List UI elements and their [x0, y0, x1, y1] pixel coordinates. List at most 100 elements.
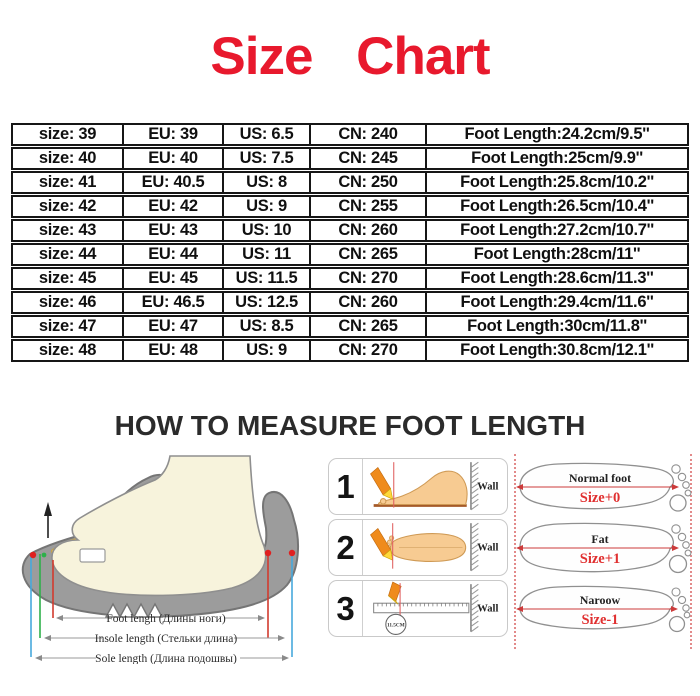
foot-type-label: Normal foot: [569, 471, 631, 485]
table-cell: CN: 250: [311, 173, 427, 192]
toe: [677, 595, 687, 605]
toe: [671, 464, 681, 474]
table-cell: size: 48: [13, 341, 124, 360]
pencil-tip: [382, 488, 394, 500]
table-cell: CN: 245: [311, 149, 427, 168]
table-cell: size: 40: [13, 149, 124, 168]
foot-type-size: Size-1: [581, 612, 618, 628]
sole-tread: [104, 602, 164, 619]
measure-heading: HOW TO MEASURE FOOT LENGTH: [114, 410, 586, 441]
toe: [677, 532, 687, 542]
arrow-right: [672, 545, 679, 551]
foot-type-illustration: Normal foot Size+0: [516, 462, 692, 512]
dotted-guide-left: [514, 454, 516, 649]
table-row: size: 46 EU: 46.5 US: 12.5 CN: 260 Foot Leng…: [11, 291, 689, 314]
foot-type-illustration: Fat Size+1: [516, 522, 692, 574]
wall-label: Wall: [477, 604, 498, 615]
toe: [682, 481, 690, 489]
arrow-left: [516, 484, 523, 490]
table-cell: EU: 43: [124, 221, 224, 240]
foot-type-label: Fat: [591, 532, 608, 546]
arrow-right: [671, 606, 678, 612]
shoe-diagram-svg: Foot lengh (Длины ноги) Insole length (С…: [21, 455, 299, 665]
table-cell: EU: 48: [124, 341, 224, 360]
foot-type-illustration: Naroow Size-1: [516, 585, 691, 633]
arrow-right: [672, 484, 679, 490]
table-cell: US: 10: [224, 221, 311, 240]
table-cell: CN: 240: [311, 125, 427, 144]
table-cell: Foot Length:29.4cm/11.6'': [460, 293, 654, 311]
wall-hatch: [470, 522, 479, 572]
table-cell: CN: 265: [311, 317, 427, 336]
arrow-left: [516, 545, 523, 551]
shoe-diagram: Foot lengh (Длины ноги) Insole length (С…: [0, 450, 328, 669]
foot-type-size: Size+1: [580, 551, 620, 567]
foot-types: Normal foot Size+0 Fat Size+1: [508, 450, 700, 669]
pencil-tip: [382, 549, 394, 561]
wall-hatch: [470, 583, 479, 633]
table-row: size: 41 EU: 40.5 US: 8 CN: 250 Foot Length:…: [11, 171, 689, 194]
size-table: size: 39 EU: 39 US: 6.5 CN: 240 Foot Length:…: [11, 123, 689, 362]
wall-label: Wall: [477, 482, 498, 493]
table-cell: Foot Length:30cm/11.8'': [467, 317, 647, 335]
foot-side-view: [378, 470, 468, 506]
table-cell: size: 47: [13, 317, 124, 336]
wall-hatch: [470, 461, 479, 511]
big-toe: [668, 554, 688, 574]
table-cell: EU: 46.5: [124, 293, 224, 312]
toe: [682, 604, 690, 612]
table-cell: EU: 40.5: [124, 173, 224, 192]
table-row: size: 45 EU: 45 US: 11.5 CN: 270 Foot Length…: [11, 267, 689, 290]
table-cell: Foot Length:25.8cm/10.2'': [460, 173, 654, 191]
toe: [677, 472, 687, 482]
toe: [684, 489, 692, 497]
foot-type-fat: Fat Size+1: [508, 517, 700, 577]
table-cell: US: 9: [224, 197, 311, 216]
ruler-note: 11.5CM: [387, 622, 405, 628]
table-cell: US: 8: [224, 173, 311, 192]
ruler-note-circle: [385, 613, 407, 635]
table-cell: US: 7.5: [224, 149, 311, 168]
foot-length-label: Foot lengh (Длины ноги): [106, 613, 225, 625]
table-cell: size: 43: [13, 221, 124, 240]
table-cell: size: 41: [13, 173, 124, 192]
step-number: 1: [329, 459, 363, 514]
table-cell: EU: 44: [124, 245, 224, 264]
step-number: 3: [329, 581, 363, 636]
measure-steps: 1 Wall 2: [328, 450, 508, 669]
table-cell: CN: 260: [311, 221, 427, 240]
table-cell: Foot Length:28cm/11'': [473, 245, 641, 263]
pencil-tip: [388, 595, 399, 605]
toe: [684, 549, 692, 557]
pencil-icon: [388, 581, 402, 602]
table-cell: EU: 40: [124, 149, 224, 168]
table-row: size: 47 EU: 47 US: 8.5 CN: 265 Foot Length:…: [11, 315, 689, 338]
table-cell: US: 6.5: [224, 125, 311, 144]
foot-type-size: Size+0: [580, 490, 620, 506]
table-row: size: 39 EU: 39 US: 6.5 CN: 240 Foot Length:…: [11, 123, 689, 146]
ruler: [373, 602, 470, 614]
table-cell: EU: 39: [124, 125, 224, 144]
table-cell: US: 11: [224, 245, 311, 264]
foot-outline: [519, 462, 675, 510]
toe: [682, 541, 690, 549]
table-cell: US: 12.5: [224, 293, 311, 312]
table-cell: US: 9: [224, 341, 311, 360]
table-row: size: 43 EU: 43 US: 10 CN: 260 Foot Length:2…: [11, 219, 689, 242]
table-cell: Foot Length:24.2cm/9.5'': [464, 125, 650, 143]
big-toe: [668, 615, 686, 633]
table-row: size: 40 EU: 40 US: 7.5 CN: 245 Foot Length:…: [11, 147, 689, 170]
table-row: size: 48 EU: 48 US: 9 CN: 270 Foot Length:30…: [11, 339, 689, 362]
table-cell: CN: 260: [311, 293, 427, 312]
heel-edge-dot: [288, 549, 296, 557]
foot-type-normal: Normal foot Size+0: [508, 456, 700, 516]
foot-type-narrow: Naroow Size-1: [508, 578, 700, 638]
foot-outline: [519, 585, 675, 630]
page-title: Size Chart: [210, 27, 490, 86]
toe: [683, 611, 691, 619]
table-cell: CN: 270: [311, 341, 427, 360]
step-number: 2: [329, 520, 363, 575]
table-cell: size: 44: [13, 245, 124, 264]
heel-marker-dot: [264, 549, 272, 557]
